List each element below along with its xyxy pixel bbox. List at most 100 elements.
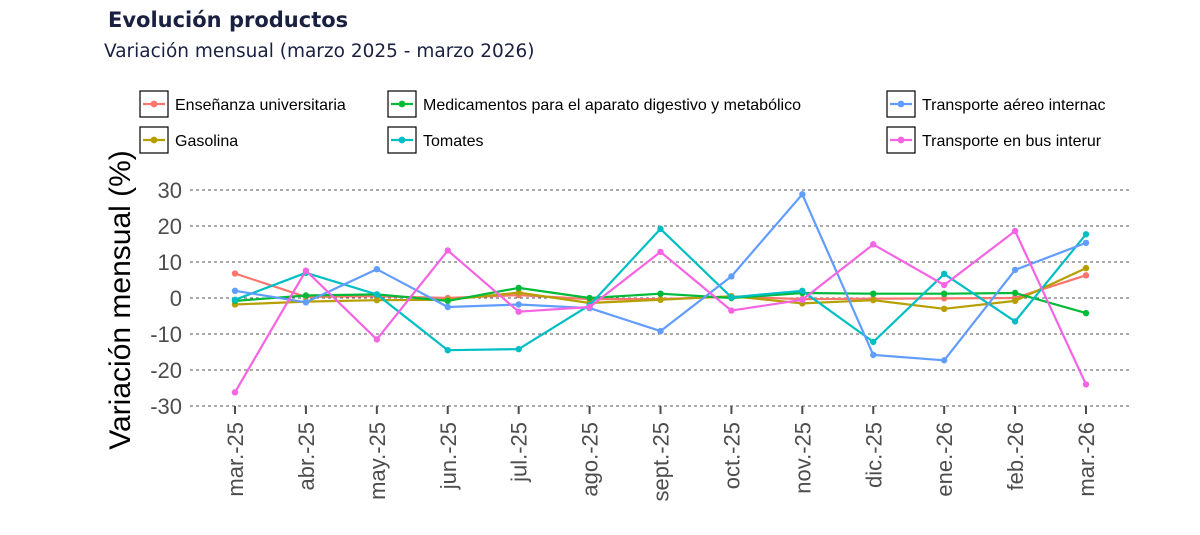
series-line xyxy=(234,193,1087,362)
data-point xyxy=(444,347,451,354)
x-tick-label: feb.-26 xyxy=(1003,422,1028,491)
data-point xyxy=(231,296,239,303)
series-line xyxy=(234,229,1087,393)
legend-label: Medicamentos para el aparato digestivo y… xyxy=(423,97,801,114)
legend-key-point xyxy=(150,136,158,144)
x-tick-label: may.-25 xyxy=(365,422,390,500)
data-point xyxy=(728,307,735,314)
data-point xyxy=(1011,318,1019,325)
data-point xyxy=(586,294,593,302)
data-point xyxy=(940,270,948,278)
x-tick-label: jun.-25 xyxy=(436,422,461,490)
data-point xyxy=(231,287,239,294)
legend-item-ensenanza-universitaria: Enseñanza universitaria xyxy=(139,90,346,118)
data-point xyxy=(1082,381,1090,388)
legend-item-transporte-en-bus-interurbano: Transporte en bus interur xyxy=(886,126,1102,154)
legend-label: Gasolina xyxy=(175,133,238,150)
data-point xyxy=(870,351,877,359)
data-point xyxy=(302,267,310,274)
data-point xyxy=(302,292,310,299)
y-tick-label: 10 xyxy=(158,250,182,275)
data-point xyxy=(940,290,948,297)
data-point xyxy=(1011,289,1019,297)
x-tick-label: abr.-25 xyxy=(294,422,319,491)
data-point xyxy=(373,296,381,304)
legend-item-tomates: Tomates xyxy=(387,126,483,154)
x-tick-label: mar.-25 xyxy=(223,422,248,497)
legend-label: Transporte aéreo internac xyxy=(922,97,1106,114)
data-point xyxy=(1082,231,1090,238)
x-tick-label: ene.-26 xyxy=(932,422,957,497)
data-point xyxy=(940,281,948,289)
x-tick-label: jul.-25 xyxy=(507,422,532,483)
data-point xyxy=(870,296,877,304)
legend-key-point xyxy=(150,100,158,108)
data-point xyxy=(799,287,806,294)
data-point xyxy=(657,248,664,256)
data-point xyxy=(940,357,948,364)
data-point xyxy=(1011,227,1019,235)
x-tick-label: mar.-26 xyxy=(1074,422,1099,497)
x-tick-label: ago.-25 xyxy=(578,422,603,497)
data-point xyxy=(444,303,451,311)
data-point xyxy=(515,289,522,296)
legend-key-point xyxy=(897,100,905,108)
data-point xyxy=(1011,297,1019,305)
data-point xyxy=(799,191,806,198)
y-tick-label: 0 xyxy=(170,286,182,311)
legend-item-gasolina: Gasolina xyxy=(139,126,238,154)
y-tick-label: -30 xyxy=(150,394,182,419)
x-tick-label: dic.-25 xyxy=(861,422,886,488)
legend-label: Enseñanza universitaria xyxy=(175,97,346,114)
legend-key-point xyxy=(897,136,905,144)
y-axis-label: Variación mensual (%) xyxy=(104,150,137,450)
y-tick-label: 30 xyxy=(158,178,182,203)
data-point xyxy=(373,266,381,273)
legend: Enseñanza universitaria Gasolina Medicamen… xyxy=(139,90,1106,154)
data-point xyxy=(940,295,948,302)
data-point xyxy=(231,270,239,277)
data-point xyxy=(870,241,877,248)
data-point xyxy=(1011,266,1019,274)
data-point xyxy=(586,303,593,311)
data-point xyxy=(515,308,522,315)
data-point xyxy=(799,296,806,303)
data-point xyxy=(231,389,239,396)
data-point xyxy=(444,297,451,305)
plot-area xyxy=(231,191,1090,396)
data-point xyxy=(728,273,735,280)
data-point xyxy=(373,336,381,343)
y-tick-label: 20 xyxy=(158,214,182,239)
data-point xyxy=(940,305,948,312)
data-point xyxy=(1082,272,1090,279)
data-point xyxy=(515,345,522,353)
y-tick-label: -20 xyxy=(150,358,182,383)
data-point xyxy=(373,291,381,298)
data-point xyxy=(657,225,664,233)
legend-key-point xyxy=(398,100,406,108)
data-point xyxy=(1082,264,1090,272)
y-axis: 30 20 10 0 -10 -20 -30 xyxy=(150,178,182,419)
data-point xyxy=(657,290,664,297)
data-point xyxy=(657,296,664,303)
data-point xyxy=(728,294,735,301)
x-axis: mar.-25 abr.-25 may.-25 jun.-25 jul.-25 ago.-… xyxy=(223,406,1099,502)
data-point xyxy=(444,247,451,254)
data-point xyxy=(870,338,877,346)
legend-item-transporte-aereo-internacional: Transporte aéreo internac xyxy=(886,90,1106,118)
legend-item-medicamentos-para-el-aparato-digestivo-y-metabolico: Medicamentos para el aparato digestivo y… xyxy=(387,90,801,118)
series-tomates xyxy=(231,225,1090,354)
series-transporte-aereo-internacional xyxy=(231,191,1090,364)
x-tick-label: oct.-25 xyxy=(719,422,744,489)
chart-subtitle: Variación mensual (marzo 2025 - marzo 20… xyxy=(104,41,535,62)
x-tick-label: sept.-25 xyxy=(649,422,674,502)
data-point xyxy=(1082,309,1090,317)
legend-label: Transporte en bus interur xyxy=(922,133,1102,150)
chart-title: Evolución productos xyxy=(108,8,348,32)
legend-key-point xyxy=(398,136,406,144)
data-point xyxy=(1082,239,1090,247)
data-point xyxy=(515,301,522,308)
data-point xyxy=(870,290,877,297)
legend-label: Tomates xyxy=(423,133,483,150)
